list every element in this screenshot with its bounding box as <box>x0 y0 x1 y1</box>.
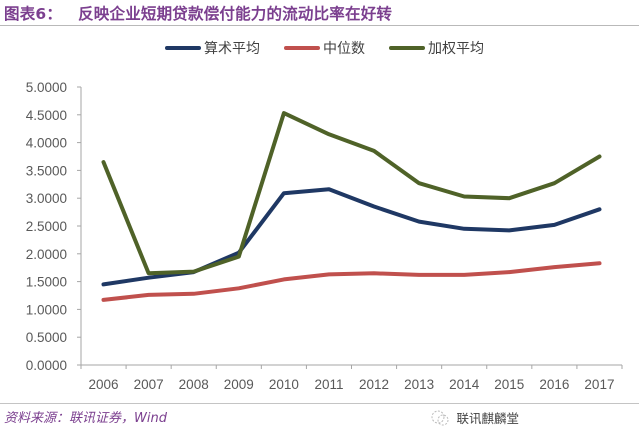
series-lines <box>101 111 602 302</box>
x-axis: 2006 2007 2008 2009 2010 2011 2012 2013 2014 2015… <box>80 364 623 392</box>
title-divider <box>0 25 639 26</box>
x-tick-label: 2006 <box>89 377 119 392</box>
legend-item-median: 中位数 <box>284 38 365 58</box>
y-tick-label: 2.0000 <box>26 247 67 262</box>
series-line-weighted <box>101 111 602 276</box>
y-tick-label: 2.5000 <box>26 219 67 234</box>
y-tick-label: 0.0000 <box>26 358 67 373</box>
series-line-median <box>101 261 602 302</box>
wechat-logo-icon <box>431 410 449 425</box>
y-tick-label: 3.0000 <box>26 191 67 206</box>
x-tick-label: 2008 <box>179 377 209 392</box>
legend-item-mean: 算术平均 <box>165 38 260 58</box>
figure-label: 图表6： <box>4 5 63 23</box>
x-tick-label: 2007 <box>134 377 164 392</box>
x-tick-label: 2011 <box>314 377 343 392</box>
legend-label-mean: 算术平均 <box>204 41 260 57</box>
footer-divider <box>0 403 639 404</box>
x-tick-label: 2016 <box>539 377 569 392</box>
figure-title-text: 反映企业短期贷款偿付能力的流动比率在好转 <box>78 5 393 23</box>
x-tick-label: 2014 <box>449 377 480 392</box>
source-note: 资料来源：联讯证券，Wind <box>4 411 167 426</box>
brand-name: 联讯麒麟堂 <box>456 411 519 426</box>
y-tick-label: 0.5000 <box>26 330 67 345</box>
x-tick-label: 2015 <box>494 377 524 392</box>
figure-title: 图表6： 反映企业短期贷款偿付能力的流动比率在好转 <box>4 2 392 24</box>
x-tick-label: 2013 <box>404 377 434 392</box>
y-axis: 0.0000 0.5000 1.0000 1.5000 2.0000 2.5000 3.00… <box>26 80 82 373</box>
y-tick-label: 3.5000 <box>26 163 67 178</box>
x-tick-label: 2009 <box>224 377 254 392</box>
legend-item-weighted: 加权平均 <box>389 38 484 58</box>
chart-legend: 算术平均 中位数 加权平均 <box>165 38 508 58</box>
legend-swatch-mean <box>165 46 201 50</box>
y-tick-label: 5.0000 <box>26 80 67 95</box>
y-tick-label: 4.5000 <box>26 108 67 123</box>
legend-swatch-median <box>284 46 320 50</box>
legend-label-weighted: 加权平均 <box>428 41 484 57</box>
legend-swatch-weighted <box>389 46 425 50</box>
x-tick-label: 2017 <box>584 377 614 392</box>
x-tick-label: 2012 <box>359 377 389 392</box>
y-tick-label: 4.0000 <box>26 136 67 151</box>
y-tick-label: 1.5000 <box>26 275 67 290</box>
brand-watermark: 联讯麒麟堂 <box>430 408 519 427</box>
line-chart: 0.0000 0.5000 1.0000 1.5000 2.0000 2.5000 3.00… <box>26 80 623 392</box>
x-tick-label: 2010 <box>269 377 299 392</box>
y-tick-label: 1.0000 <box>26 302 67 317</box>
legend-label-median: 中位数 <box>323 41 365 57</box>
